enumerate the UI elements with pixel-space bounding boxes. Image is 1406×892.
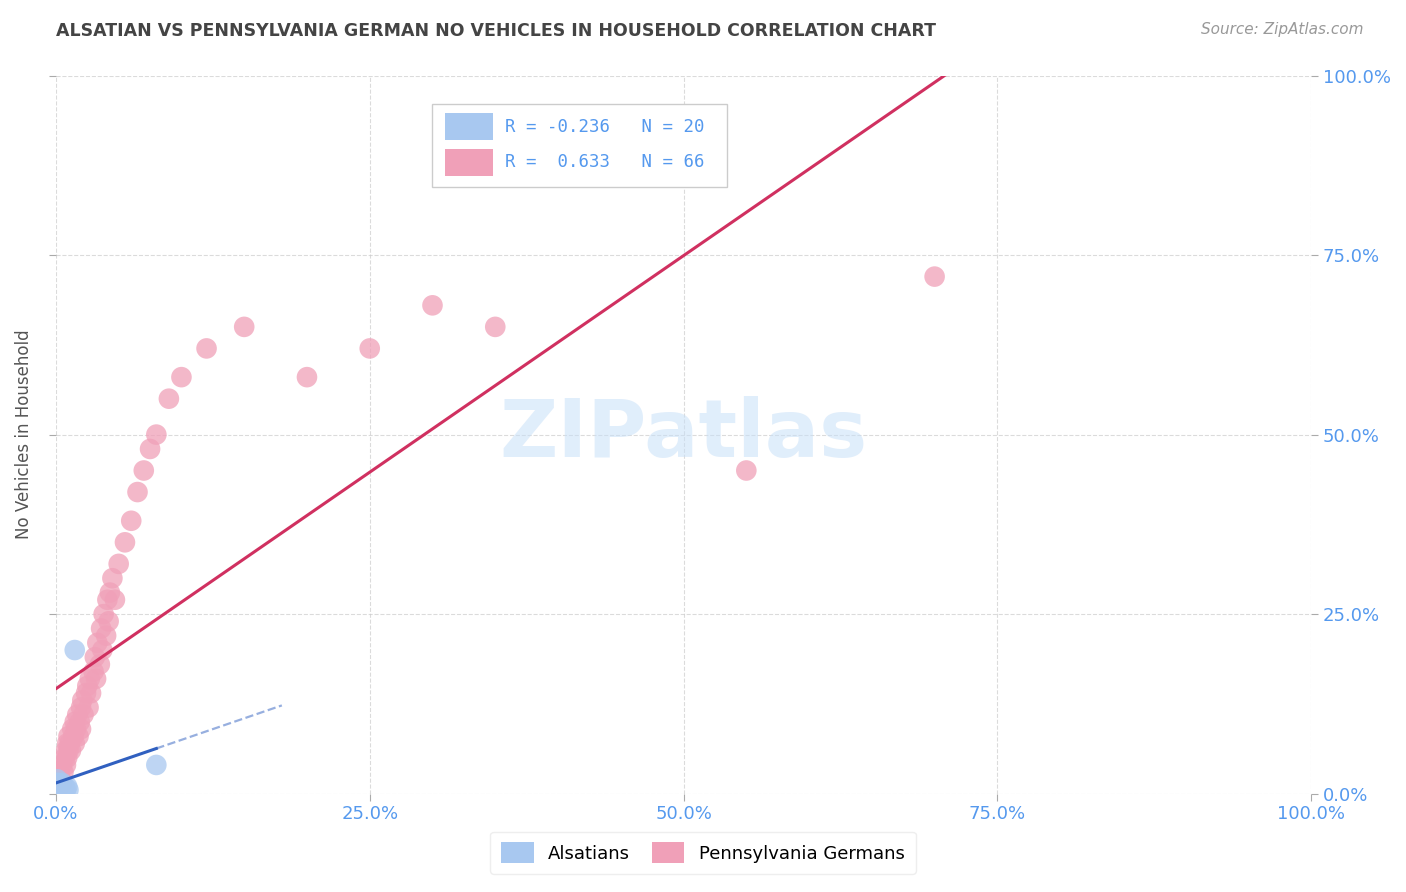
Point	[83, 665, 105, 679]
Point	[79, 672, 101, 686]
Point	[52, 765, 75, 780]
Point	[104, 592, 127, 607]
FancyBboxPatch shape	[446, 149, 492, 176]
Point	[55, 758, 77, 772]
Point	[53, 751, 76, 765]
Point	[60, 722, 83, 736]
Point	[48, 780, 70, 794]
Y-axis label: No Vehicles in Household: No Vehicles in Household	[15, 330, 32, 540]
Point	[145, 427, 167, 442]
Point	[55, 743, 77, 757]
Point	[48, 783, 70, 797]
Point	[53, 780, 76, 794]
Point	[46, 783, 69, 797]
Point	[46, 776, 69, 790]
Point	[145, 758, 167, 772]
Point	[72, 707, 94, 722]
Point	[59, 743, 82, 757]
Point	[48, 780, 70, 794]
Point	[127, 485, 149, 500]
Point	[132, 463, 155, 477]
Point	[195, 342, 218, 356]
Point	[83, 650, 105, 665]
Point	[924, 269, 946, 284]
Point	[51, 776, 73, 790]
Point	[63, 643, 86, 657]
Point	[170, 370, 193, 384]
Point	[59, 736, 82, 750]
Point	[63, 714, 86, 729]
Point	[69, 714, 91, 729]
Text: R = -0.236   N = 20: R = -0.236 N = 20	[505, 118, 704, 136]
Point	[65, 722, 87, 736]
Point	[84, 672, 107, 686]
Text: R =  0.633   N = 66: R = 0.633 N = 66	[505, 153, 704, 171]
Point	[76, 679, 98, 693]
Point	[56, 751, 79, 765]
Point	[49, 780, 72, 794]
Point	[46, 783, 69, 797]
Point	[90, 622, 112, 636]
Point	[51, 783, 73, 797]
Point	[58, 743, 80, 757]
Point	[66, 707, 89, 722]
Point	[98, 585, 121, 599]
Point	[120, 514, 142, 528]
Text: ZIPatlas: ZIPatlas	[499, 395, 868, 474]
Point	[484, 319, 506, 334]
Point	[157, 392, 180, 406]
Point	[72, 693, 94, 707]
Point	[295, 370, 318, 384]
Point	[58, 783, 80, 797]
Legend: Alsatians, Pennsylvania Germans: Alsatians, Pennsylvania Germans	[491, 831, 915, 874]
Point	[94, 629, 117, 643]
Point	[107, 557, 129, 571]
Point	[67, 729, 90, 743]
Point	[80, 686, 103, 700]
Point	[48, 783, 70, 797]
Point	[101, 571, 124, 585]
Point	[422, 298, 444, 312]
Point	[93, 607, 115, 621]
Point	[139, 442, 162, 456]
Point	[233, 319, 256, 334]
Point	[46, 772, 69, 787]
Point	[51, 776, 73, 790]
Point	[51, 758, 73, 772]
Point	[75, 686, 97, 700]
Point	[48, 776, 70, 790]
Point	[735, 463, 758, 477]
Point	[56, 780, 79, 794]
Point	[56, 736, 79, 750]
Point	[70, 722, 93, 736]
Point	[58, 729, 80, 743]
Text: ALSATIAN VS PENNSYLVANIA GERMAN NO VEHICLES IN HOUSEHOLD CORRELATION CHART: ALSATIAN VS PENNSYLVANIA GERMAN NO VEHIC…	[56, 22, 936, 40]
Point	[55, 783, 77, 797]
Point	[359, 342, 381, 356]
Point	[97, 615, 120, 629]
Point	[48, 765, 70, 780]
Point	[63, 736, 86, 750]
Point	[46, 780, 69, 794]
Point	[48, 780, 70, 794]
Text: Source: ZipAtlas.com: Source: ZipAtlas.com	[1201, 22, 1364, 37]
Point	[114, 535, 136, 549]
FancyBboxPatch shape	[446, 113, 492, 140]
Point	[62, 729, 84, 743]
Point	[86, 636, 108, 650]
Point	[52, 787, 75, 801]
Point	[89, 657, 111, 672]
Point	[48, 780, 70, 794]
Point	[77, 700, 100, 714]
Point	[91, 643, 114, 657]
Point	[96, 592, 118, 607]
Point	[49, 783, 72, 797]
FancyBboxPatch shape	[433, 104, 727, 186]
Point	[49, 772, 72, 787]
Point	[70, 700, 93, 714]
Point	[48, 772, 70, 787]
